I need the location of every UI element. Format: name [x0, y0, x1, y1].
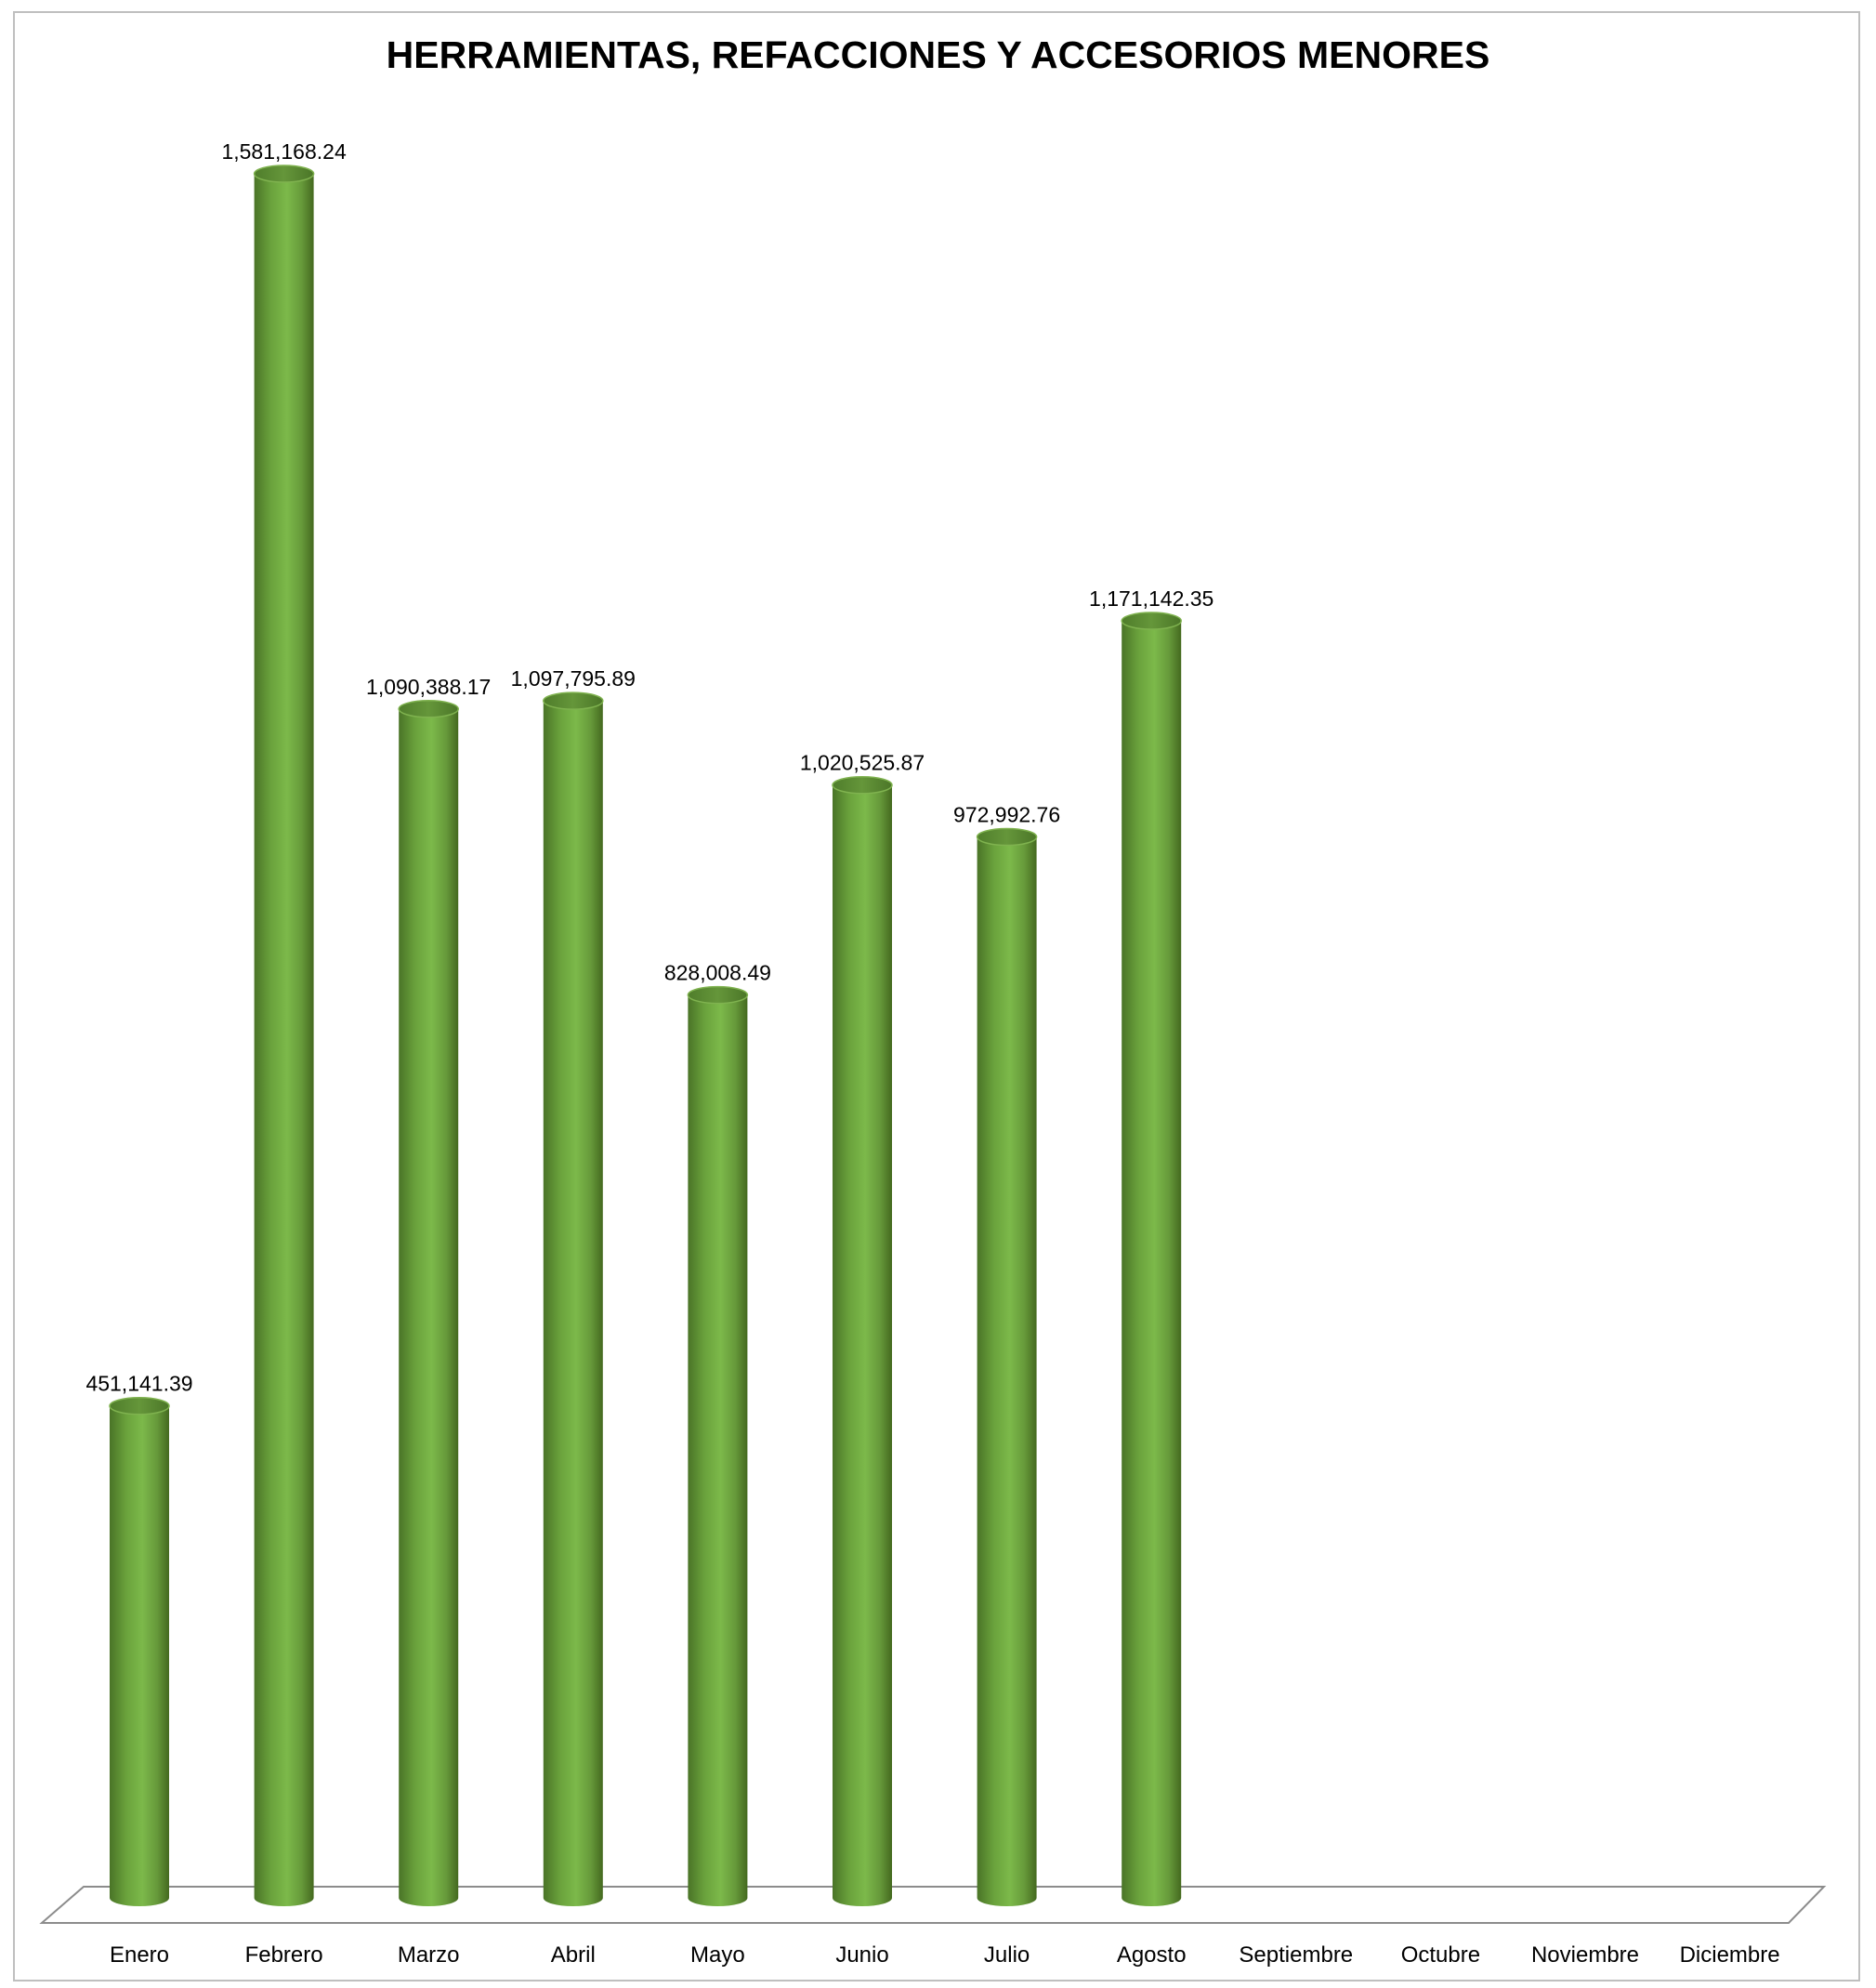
value-label: 1,020,525.87 [800, 751, 925, 775]
category-label: Septiembre [1239, 1942, 1353, 1968]
bar-body [399, 708, 459, 1906]
bar-body [254, 174, 314, 1906]
chart-floor [39, 1886, 1827, 1924]
category-label: Noviembre [1531, 1942, 1639, 1968]
bar-body [1122, 621, 1182, 1907]
category-label: Febrero [245, 1942, 323, 1968]
bar-abril [543, 691, 604, 1907]
bar-marzo [398, 700, 459, 1906]
value-label: 1,581,168.24 [221, 139, 347, 164]
value-label: 1,097,795.89 [511, 666, 636, 691]
category-label: Julio [984, 1942, 1030, 1968]
bar-top [253, 165, 315, 183]
chart-title: HERRAMIENTAS, REFACCIONES Y ACCESORIOS M… [386, 33, 1490, 76]
category-label: Diciembre [1680, 1942, 1780, 1968]
bar-body [110, 1405, 169, 1906]
value-label: 972,992.76 [953, 803, 1060, 827]
value-label: 451,141.39 [85, 1372, 192, 1396]
bar-junio [832, 775, 893, 1906]
bar-top [687, 985, 749, 1005]
bar-mayo [687, 985, 749, 1906]
bar-enero [109, 1396, 170, 1906]
category-label: Abril [551, 1942, 596, 1968]
category-label: Octubre [1401, 1942, 1480, 1968]
category-label: Junio [835, 1942, 888, 1968]
bar-agosto [1121, 612, 1182, 1907]
bar-febrero [253, 165, 315, 1906]
bar-julio [976, 827, 1038, 1906]
value-label: 828,008.49 [664, 961, 771, 985]
category-label: Marzo [398, 1942, 460, 1968]
category-label: Mayo [690, 1942, 745, 1968]
bar-body [688, 994, 748, 1906]
chart-frame [13, 11, 1860, 1981]
bar-top [109, 1396, 170, 1415]
value-label: 1,090,388.17 [366, 675, 491, 699]
bar-top [543, 691, 604, 710]
bar-top [832, 775, 893, 795]
bar-body [543, 701, 603, 1907]
bar-top [398, 700, 459, 718]
category-label: Enero [110, 1942, 169, 1968]
bar-body [833, 784, 892, 1906]
bar-body [977, 836, 1037, 1906]
bar-top [976, 827, 1038, 847]
value-label: 1,171,142.35 [1089, 586, 1213, 611]
category-label: Agosto [1117, 1942, 1187, 1968]
bar-top [1121, 612, 1182, 630]
